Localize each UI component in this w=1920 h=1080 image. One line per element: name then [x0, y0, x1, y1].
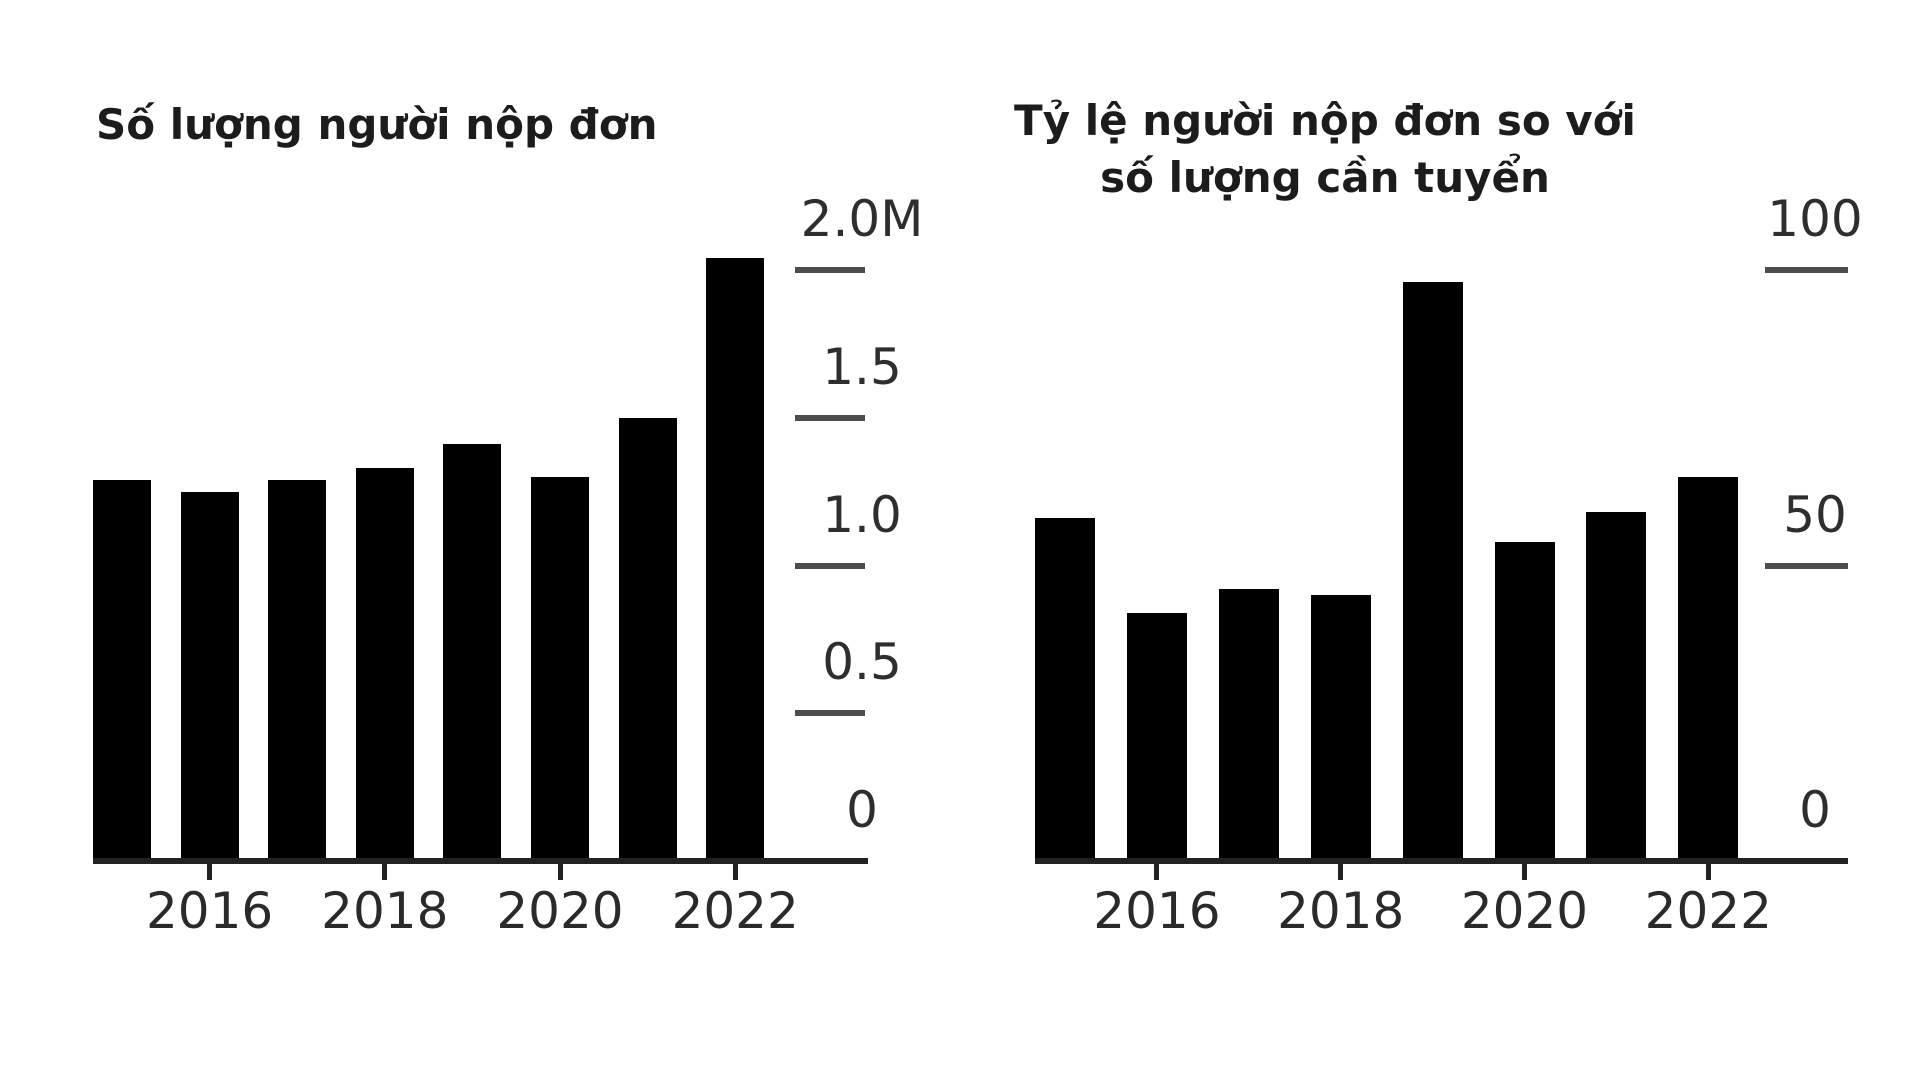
bar-2020 — [531, 476, 589, 861]
bar-2019 — [1402, 281, 1463, 861]
x-axis-line — [93, 858, 868, 864]
y-axis-label-1.5: 1.5 — [822, 337, 902, 396]
x-axis-label-2016: 2016 — [1093, 882, 1221, 940]
y-axis-label-50: 50 — [1783, 485, 1847, 544]
y-axis-label-1.0: 1.0 — [822, 485, 902, 544]
x-axis-tick-2016 — [1154, 864, 1160, 880]
x-axis-line — [1035, 858, 1848, 864]
y-axis-tick-1.0 — [795, 562, 865, 569]
x-axis-tick-2018 — [382, 864, 388, 880]
x-axis-tick-2016 — [207, 864, 213, 880]
ratio-chart-title-line-1: Tỷ lệ người nộp đơn so với — [1014, 96, 1636, 145]
bar-2016 — [1126, 612, 1187, 861]
y-axis-label-0.5: 0.5 — [822, 633, 902, 692]
x-axis-label-2022: 2022 — [1644, 882, 1772, 940]
y-axis-label-0: 0 — [1799, 781, 1831, 839]
y-axis-tick-2.0M — [795, 267, 865, 273]
x-axis-tick-2020 — [1522, 864, 1527, 880]
bar-2021 — [618, 417, 677, 861]
x-axis-label-2018: 2018 — [321, 882, 449, 940]
bar-2021 — [1586, 512, 1647, 861]
ratio-chart-title-line-2: số lượng cần tuyển — [1100, 153, 1550, 202]
bar-2017 — [1218, 589, 1279, 861]
bar-2020 — [1494, 541, 1555, 861]
bar-2016 — [180, 491, 239, 861]
x-axis-label-2020: 2020 — [496, 882, 624, 940]
bar-2019 — [443, 444, 502, 861]
x-axis-label-2018: 2018 — [1277, 882, 1405, 940]
bar-2018 — [355, 467, 414, 861]
x-axis-label-2016: 2016 — [145, 882, 274, 940]
x-axis-tick-2020 — [557, 864, 563, 880]
bar-2015 — [93, 479, 151, 861]
y-axis-label-2.0M: 2.0M — [800, 190, 924, 248]
x-axis-tick-2018 — [1338, 864, 1344, 880]
bar-2022 — [706, 258, 765, 861]
y-axis-tick-0.5 — [795, 710, 865, 717]
x-axis-label-2020: 2020 — [1460, 882, 1589, 940]
y-axis-tick-100 — [1765, 267, 1848, 273]
x-axis-tick-2022 — [1705, 864, 1711, 880]
bar-2017 — [268, 479, 327, 861]
x-axis-label-2022: 2022 — [671, 882, 799, 940]
x-axis-tick-2022 — [732, 864, 738, 880]
y-axis-tick-50 — [1765, 562, 1848, 569]
bar-2018 — [1310, 595, 1371, 861]
applicants-chart-title: Số lượng người nộp đơn — [96, 100, 658, 149]
bar-2022 — [1678, 476, 1739, 861]
y-axis-label-100: 100 — [1767, 190, 1863, 248]
y-axis-label-0: 0 — [846, 781, 878, 839]
y-axis-tick-1.5 — [795, 414, 865, 421]
bar-2015 — [1035, 518, 1095, 861]
ratio-chart-title: Tỷ lệ người nộp đơn so với số lượng cần … — [905, 92, 1745, 206]
